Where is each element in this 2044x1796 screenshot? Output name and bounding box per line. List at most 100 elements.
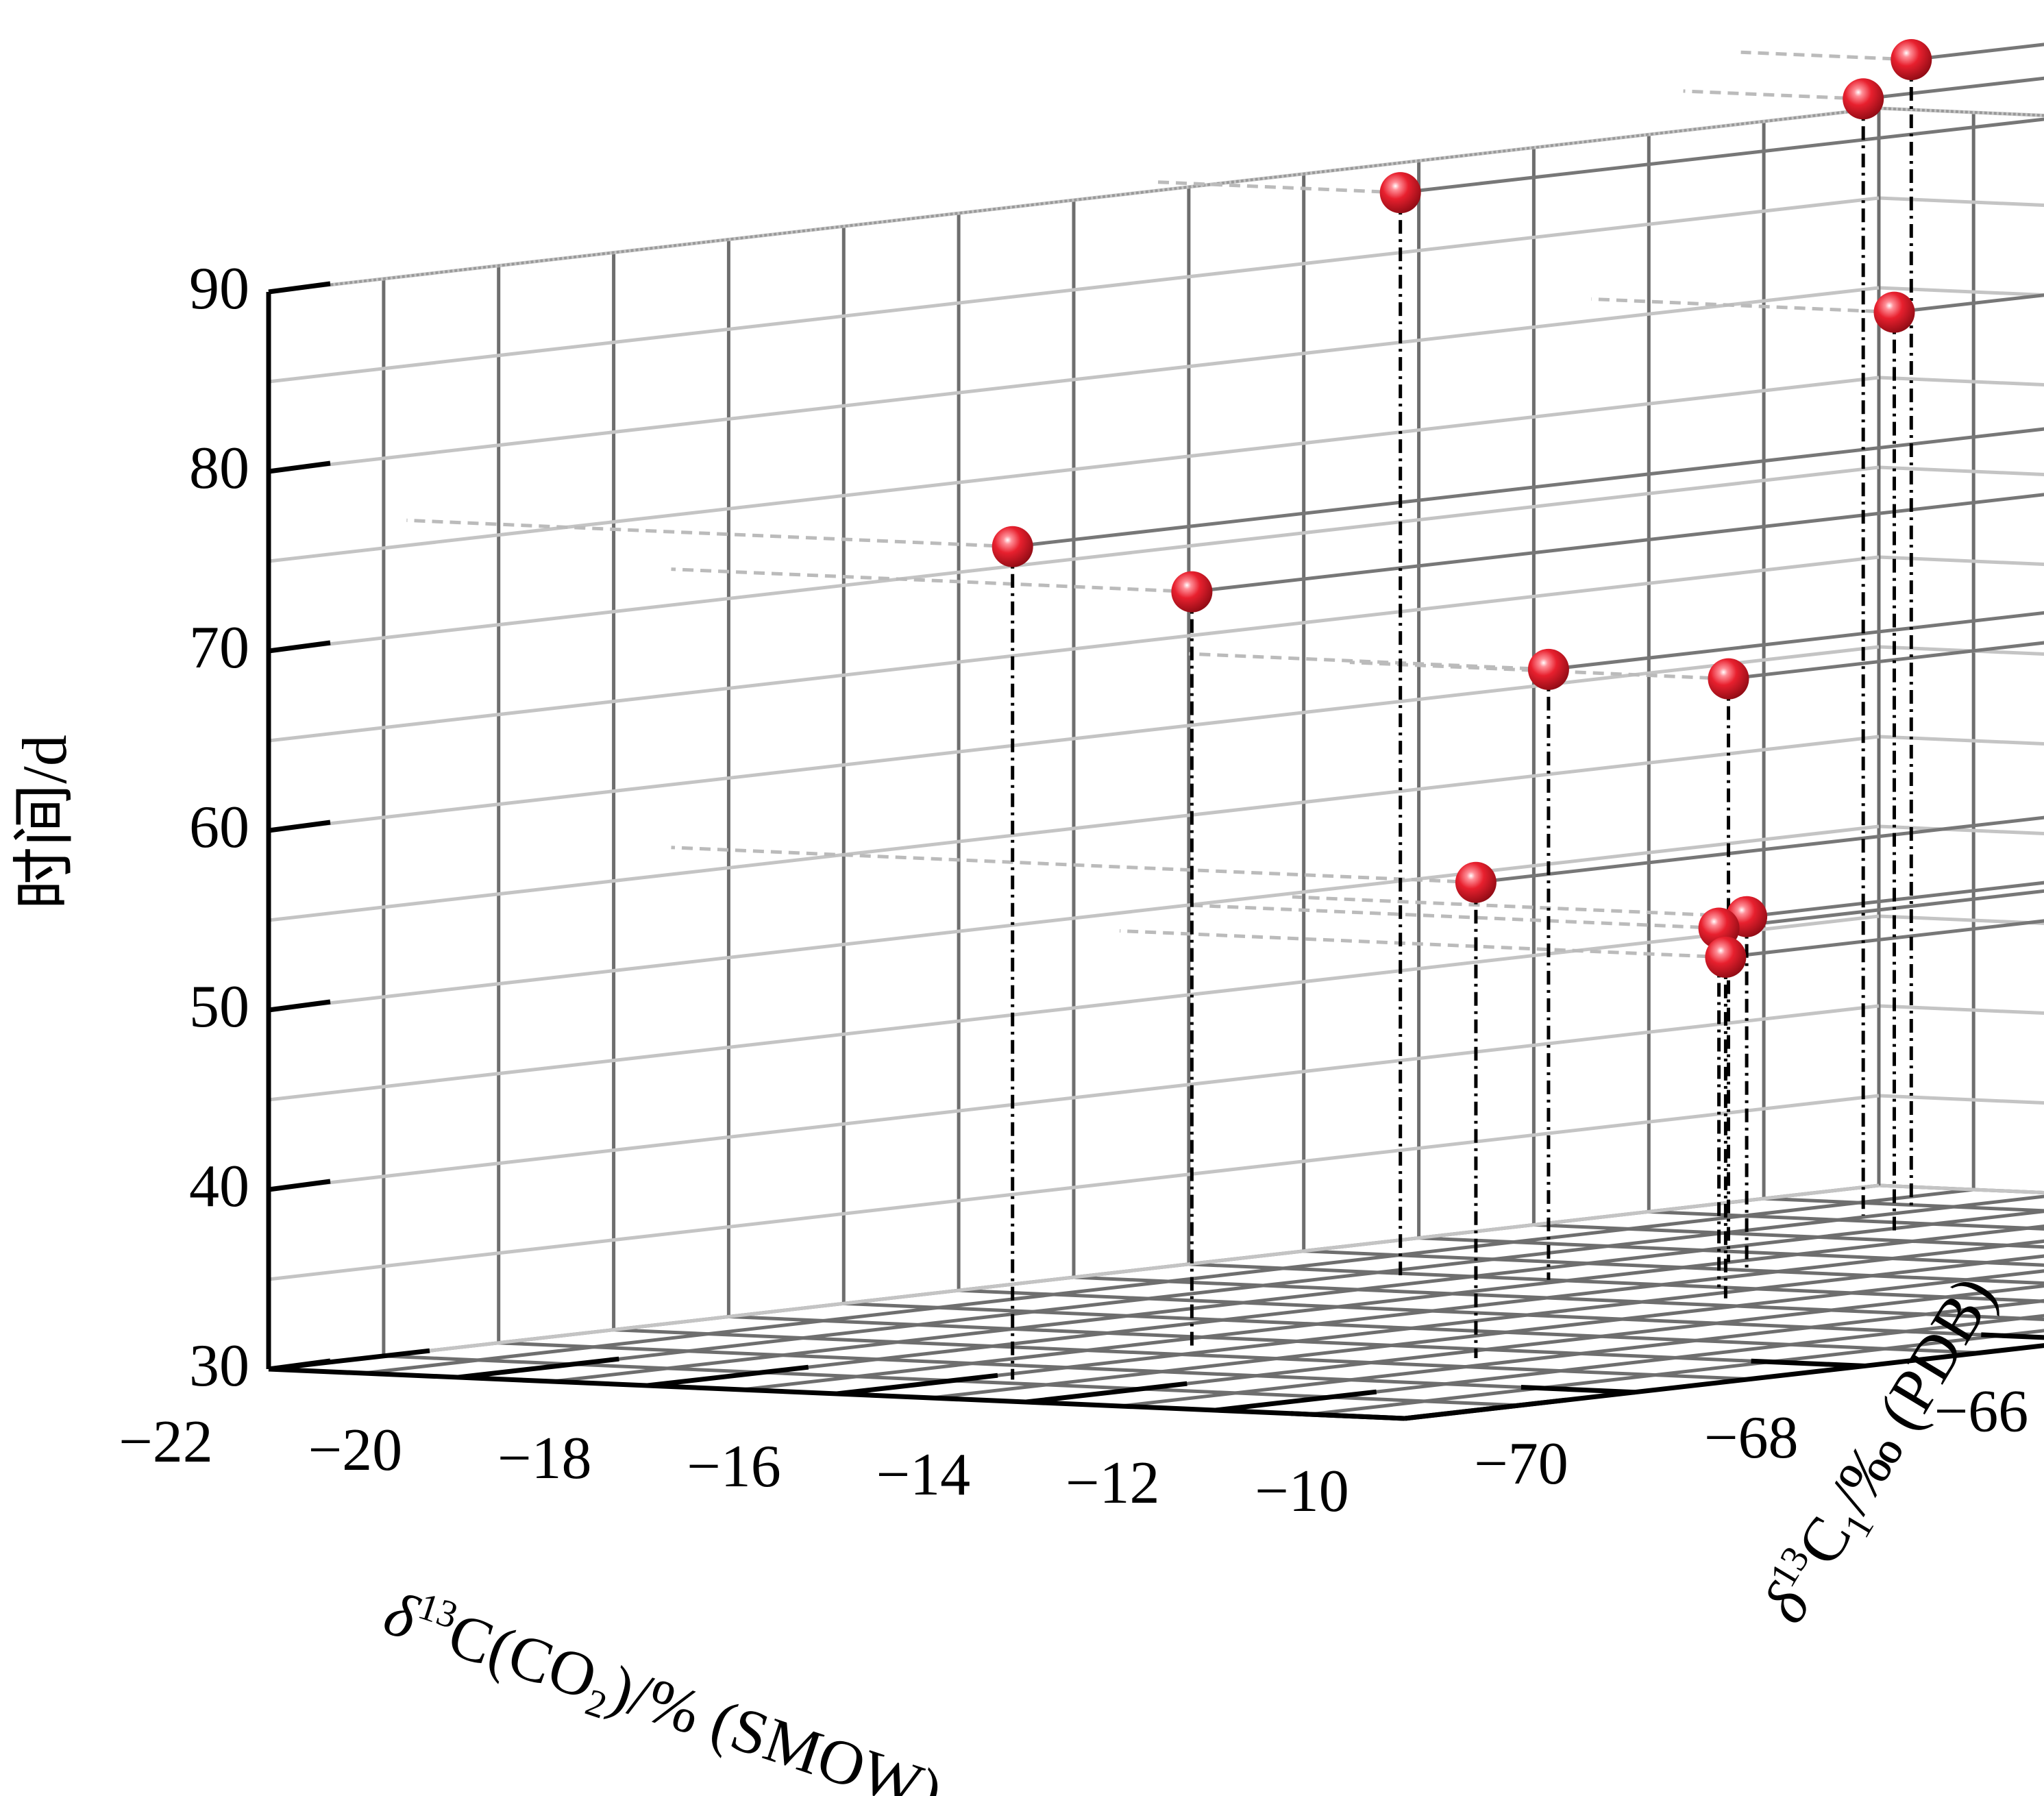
x-tick-label: −16 xyxy=(687,1434,781,1500)
drop-lines xyxy=(1011,60,1913,1380)
left-wall-grid-line xyxy=(268,555,1880,743)
left-wall-grid-line xyxy=(268,376,1880,563)
z-tick xyxy=(268,999,331,1013)
z-tick-label: 90 xyxy=(189,256,249,322)
data-point-marker xyxy=(992,526,1033,567)
point-to-back-wall-line xyxy=(1719,889,2044,930)
floor-grid-line xyxy=(613,1328,1750,1381)
back-wall-grid-line xyxy=(1878,555,2044,566)
svg-text:δ13C(CO2)/% (SMOW): δ13C(CO2)/% (SMOW) xyxy=(373,1575,952,1796)
point-to-back-wall-line xyxy=(1475,815,2044,885)
point-to-left-wall-line xyxy=(1591,297,1895,315)
floor-grid-line xyxy=(1188,1262,2044,1303)
left-wall-grid-line xyxy=(268,914,1880,1102)
x-tick-label: −12 xyxy=(1066,1450,1160,1516)
back-wall-grid-line xyxy=(1878,735,2044,746)
y-tick xyxy=(1291,1411,1405,1421)
x-tick-label: −10 xyxy=(1255,1458,1349,1525)
left-wall-grid-line xyxy=(268,645,1880,833)
point-to-back-wall-line xyxy=(1894,293,2044,315)
data-point-marker xyxy=(1705,936,1747,978)
back-wall-grid-line xyxy=(1878,645,2044,656)
left-wall-grid-line xyxy=(268,1183,1880,1371)
point-to-left-wall-line xyxy=(1154,180,1401,195)
top-edge xyxy=(1878,107,2044,117)
x-tick xyxy=(1215,1389,1377,1413)
left-wall-grid-line xyxy=(268,735,1880,922)
x-tick-label: −22 xyxy=(119,1409,213,1475)
z-tick-label: 80 xyxy=(189,435,249,502)
top-edge xyxy=(268,107,1880,293)
z-tick xyxy=(268,460,331,474)
data-points xyxy=(992,39,1932,978)
point-to-left-wall-line xyxy=(1119,929,1726,959)
point-to-back-wall-line xyxy=(1548,611,2044,672)
floor-grid-line xyxy=(1309,1329,2044,1416)
z-tick-label: 30 xyxy=(189,1333,249,1399)
left-wall-grid-line xyxy=(268,286,1880,473)
grid-lines xyxy=(267,106,2044,1420)
point-to-back-wall-line xyxy=(1862,76,2044,101)
z-tick-label: 60 xyxy=(189,794,249,861)
x-tick-label: −14 xyxy=(876,1442,970,1508)
z-tick xyxy=(268,281,331,295)
point-to-back-wall-line xyxy=(1192,493,2044,594)
floor-grid-line xyxy=(1763,1196,2044,1213)
data-point-marker xyxy=(1843,78,1884,120)
data-point-marker xyxy=(1171,571,1213,613)
point-to-back-wall-line xyxy=(1911,42,2044,62)
y-tick xyxy=(1751,1358,1865,1368)
axes xyxy=(266,281,2044,1421)
x-tick xyxy=(1404,1397,1566,1421)
y-tick-label: −66 xyxy=(1934,1379,2029,1445)
floor-grid-line xyxy=(844,1301,1980,1355)
x-tick xyxy=(1025,1381,1187,1405)
point-to-back-wall-line xyxy=(1400,117,2044,195)
data-point-marker xyxy=(1455,861,1497,903)
data-point-marker xyxy=(1891,39,1932,80)
projection-lines xyxy=(406,42,2044,959)
z-tick-label: 70 xyxy=(189,615,249,681)
floor-grid-line xyxy=(1534,1222,2044,1249)
left-wall-grid-line xyxy=(268,1094,1880,1281)
back-wall-grid-line xyxy=(1878,1094,2044,1105)
y-tick-label: −70 xyxy=(1474,1431,1568,1497)
x-tick xyxy=(457,1356,619,1380)
back-wall-grid-line xyxy=(1878,1004,2044,1015)
data-point-marker xyxy=(1379,172,1421,214)
floor-grid-line xyxy=(1073,1275,2044,1321)
z-tick xyxy=(268,820,331,833)
point-to-back-wall-line xyxy=(1012,427,2044,549)
floor-grid-line xyxy=(1649,1209,2044,1231)
point-to-left-wall-line xyxy=(406,518,1013,549)
point-to-back-wall-line xyxy=(1728,641,2044,681)
floor-grid-line xyxy=(498,1341,1635,1394)
z-tick-label: 40 xyxy=(189,1153,249,1220)
left-wall-grid-line xyxy=(268,465,1880,653)
tick-labels: 30 40 50 60 70 80 90 −22 −20 −18 −16 −14 −12 −10 −70 −6… xyxy=(119,256,2029,1525)
z-tick-label: 50 xyxy=(189,974,249,1040)
x-tick-label: −20 xyxy=(308,1417,402,1484)
z-axis-title: 时间/d xyxy=(10,735,79,910)
point-to-back-wall-line xyxy=(1746,881,2044,919)
point-to-left-wall-line xyxy=(1740,50,1912,62)
floor-grid-line xyxy=(1303,1249,2044,1286)
point-to-left-wall-line xyxy=(1188,903,1719,930)
data-point-marker xyxy=(1873,291,1915,333)
x-axis-title: δ13C(CO2)/% (SMOW) xyxy=(373,1575,952,1796)
point-to-left-wall-line xyxy=(1683,89,1864,101)
floor-grid-line xyxy=(1418,1236,2044,1267)
y-tick-label: −68 xyxy=(1704,1405,1799,1471)
point-to-left-wall-line xyxy=(1292,895,1747,919)
y-tick xyxy=(1520,1385,1635,1395)
x-tick-label: −18 xyxy=(497,1425,592,1492)
data-point-marker xyxy=(1527,648,1569,690)
x-tick xyxy=(836,1373,998,1397)
y-axis-line xyxy=(1404,1343,2044,1421)
point-to-back-wall-line xyxy=(1725,919,2044,959)
left-wall-grid-line xyxy=(268,1004,1880,1192)
x-tick xyxy=(647,1364,809,1388)
back-wall-grid-line xyxy=(1878,376,2044,386)
left-wall-grid-line xyxy=(268,824,1880,1012)
